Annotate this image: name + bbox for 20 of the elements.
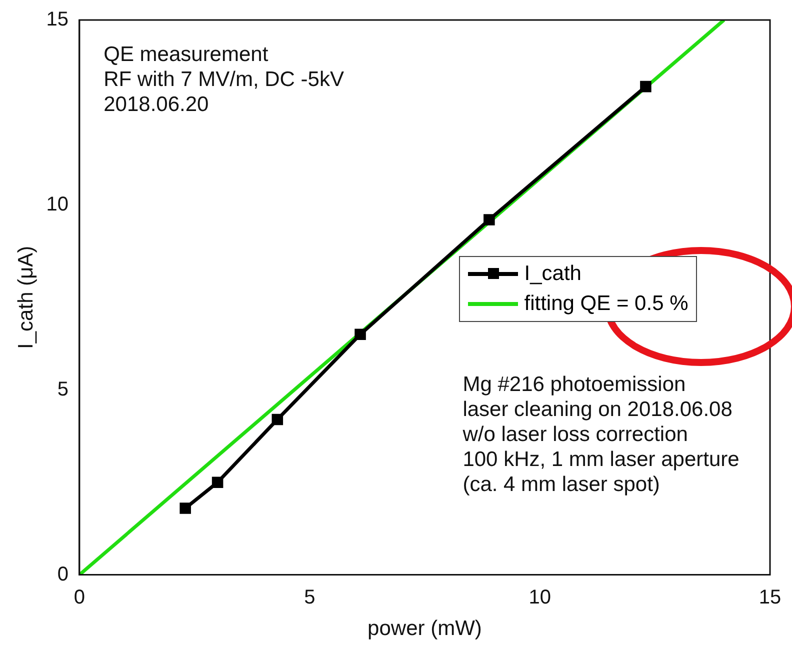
x-axis-title: power (mW) [368,617,482,640]
x-tick-label: 0 [74,586,86,608]
x-tick-label: 15 [758,586,782,608]
y-tick-label: 10 [46,193,68,216]
point [272,414,284,426]
point [484,214,495,226]
annotation: QE measurement RF with 7 MV/m, DC -5kV 2018.06.20 [104,42,344,118]
legend-label: fitting QE = 0.5 % [524,292,688,316]
y-tick-label: 15 [46,8,68,31]
y-tick-label: 0 [57,563,68,586]
x-tick-label: 5 [304,586,316,608]
y-axis-title: I_cath (μA) [14,246,38,349]
annotation: Mg #216 photoemission laser cleaning on 2018.06.08 w/o laser loss correction 100 kHz, 1 mm laser aperture (ca. 4 mm laser spot) [462,372,740,498]
x-tick-label: 10 [528,586,551,608]
point [354,328,366,340]
point [640,80,652,92]
point [180,502,191,514]
y-tick-label: 5 [57,378,68,400]
legend-label: I_cath [524,262,582,286]
point [212,476,224,488]
